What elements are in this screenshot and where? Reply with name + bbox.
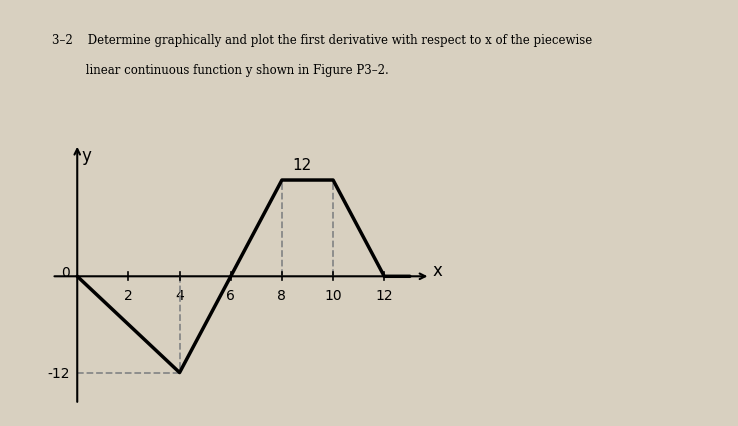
Text: linear continuous function y shown in Figure P3–2.: linear continuous function y shown in Fi… bbox=[52, 64, 388, 77]
Text: 0: 0 bbox=[61, 266, 69, 279]
Text: y: y bbox=[81, 147, 91, 165]
Text: x: x bbox=[433, 261, 443, 279]
Text: 12: 12 bbox=[293, 158, 312, 173]
Text: 2: 2 bbox=[124, 289, 133, 302]
Text: 3–2    Determine graphically and plot the first derivative with respect to x of : 3–2 Determine graphically and plot the f… bbox=[52, 34, 592, 47]
Text: 12: 12 bbox=[376, 289, 393, 302]
Text: 8: 8 bbox=[277, 289, 286, 302]
Text: 10: 10 bbox=[324, 289, 342, 302]
Text: -12: -12 bbox=[47, 366, 69, 380]
Text: 6: 6 bbox=[227, 289, 235, 302]
Text: 4: 4 bbox=[175, 289, 184, 302]
